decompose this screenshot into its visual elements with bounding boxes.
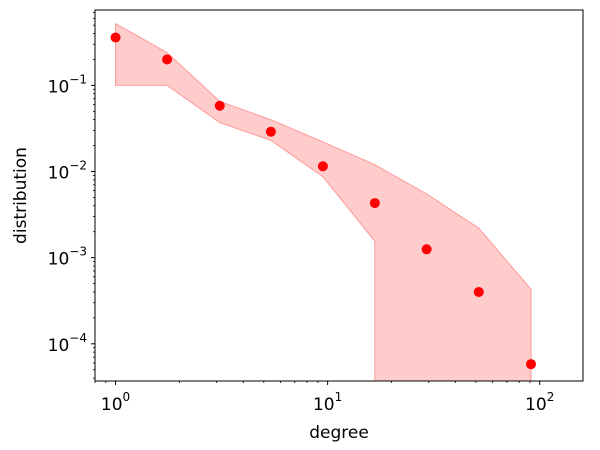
confidence-band — [115, 22, 532, 382]
data-point — [265, 126, 276, 137]
y-axis-ticks: 10−1 10−2 10−3 10−4 — [48, 12, 95, 379]
data-point — [526, 359, 537, 370]
data-point — [214, 100, 225, 111]
data-points-layer — [110, 32, 537, 370]
x-tick-label: 100 — [101, 390, 130, 415]
data-point — [369, 198, 380, 209]
data-point — [421, 244, 432, 255]
data-point — [110, 32, 121, 43]
y-tick-label: 10−2 — [48, 159, 87, 184]
y-axis-label: distribution — [11, 147, 31, 244]
plot-frame — [94, 9, 584, 382]
x-axis-label: degree — [309, 423, 369, 443]
data-point — [162, 54, 173, 65]
x-axis-ticks: 100 101 102 — [94, 381, 554, 415]
data-point — [317, 161, 328, 172]
x-tick-label: 101 — [313, 390, 342, 415]
y-tick-label: 10−4 — [48, 331, 87, 356]
confidence-band-layer — [115, 22, 532, 382]
y-tick-label: 10−3 — [48, 245, 87, 270]
data-point — [473, 286, 484, 297]
y-tick-label: 10−1 — [48, 72, 87, 97]
x-tick-label: 102 — [525, 390, 554, 415]
